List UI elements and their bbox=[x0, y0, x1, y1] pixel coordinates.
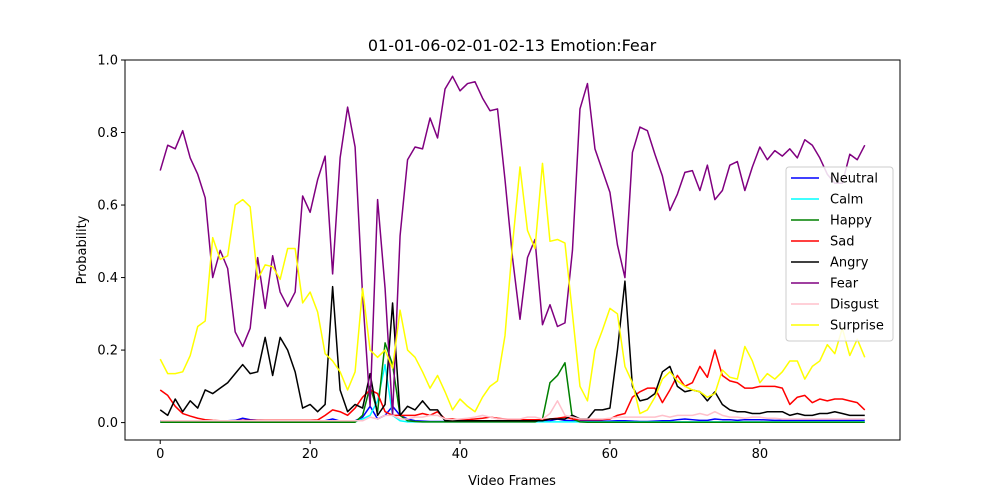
chart-title: 01-01-06-02-01-02-13 Emotion:Fear bbox=[368, 36, 657, 55]
legend-label-angry: Angry bbox=[830, 256, 869, 271]
y-tick-label: 0.2 bbox=[97, 344, 118, 359]
y-tick-label: 0.0 bbox=[97, 416, 118, 431]
plot-frame bbox=[124, 59, 901, 441]
x-tick-label: 20 bbox=[302, 447, 319, 462]
y-tick-label: 0.8 bbox=[97, 126, 118, 141]
x-axis-label: Video Frames bbox=[468, 474, 556, 489]
legend-label-calm: Calm bbox=[830, 193, 863, 208]
legend-label-disgust: Disgust bbox=[830, 298, 879, 313]
x-axis: 0 20 40 60 80 bbox=[156, 440, 768, 462]
legend-label-neutral: Neutral bbox=[830, 172, 878, 187]
legend-label-happy: Happy bbox=[830, 214, 872, 229]
series-line-disgust bbox=[160, 400, 865, 422]
legend-label-fear: Fear bbox=[830, 277, 859, 292]
series-line-angry bbox=[159, 280, 865, 422]
x-tick-label: 60 bbox=[602, 447, 619, 462]
legend-label-surprise: Surprise bbox=[830, 319, 884, 334]
y-tick-label: 0.4 bbox=[97, 271, 118, 286]
series-line-happy bbox=[160, 342, 865, 423]
legend-box bbox=[785, 166, 894, 342]
y-tick-label: 1.0 bbox=[97, 54, 118, 69]
legend: Neutral Calm Happy Sad Angry Fear Disgust Surpr… bbox=[785, 166, 894, 342]
series-line-surprise bbox=[159, 162, 866, 415]
y-axis-label: Probability bbox=[75, 215, 90, 284]
x-tick-label: 40 bbox=[452, 447, 469, 462]
series-line-fear bbox=[159, 75, 866, 417]
y-axis: 0.0 0.2 0.4 0.6 0.8 1.0 bbox=[97, 54, 125, 431]
legend-label-sad: Sad bbox=[830, 235, 854, 250]
x-tick-label: 80 bbox=[752, 447, 769, 462]
plot-area bbox=[159, 75, 866, 423]
y-tick-label: 0.6 bbox=[97, 199, 118, 214]
x-tick-label: 0 bbox=[156, 447, 164, 462]
